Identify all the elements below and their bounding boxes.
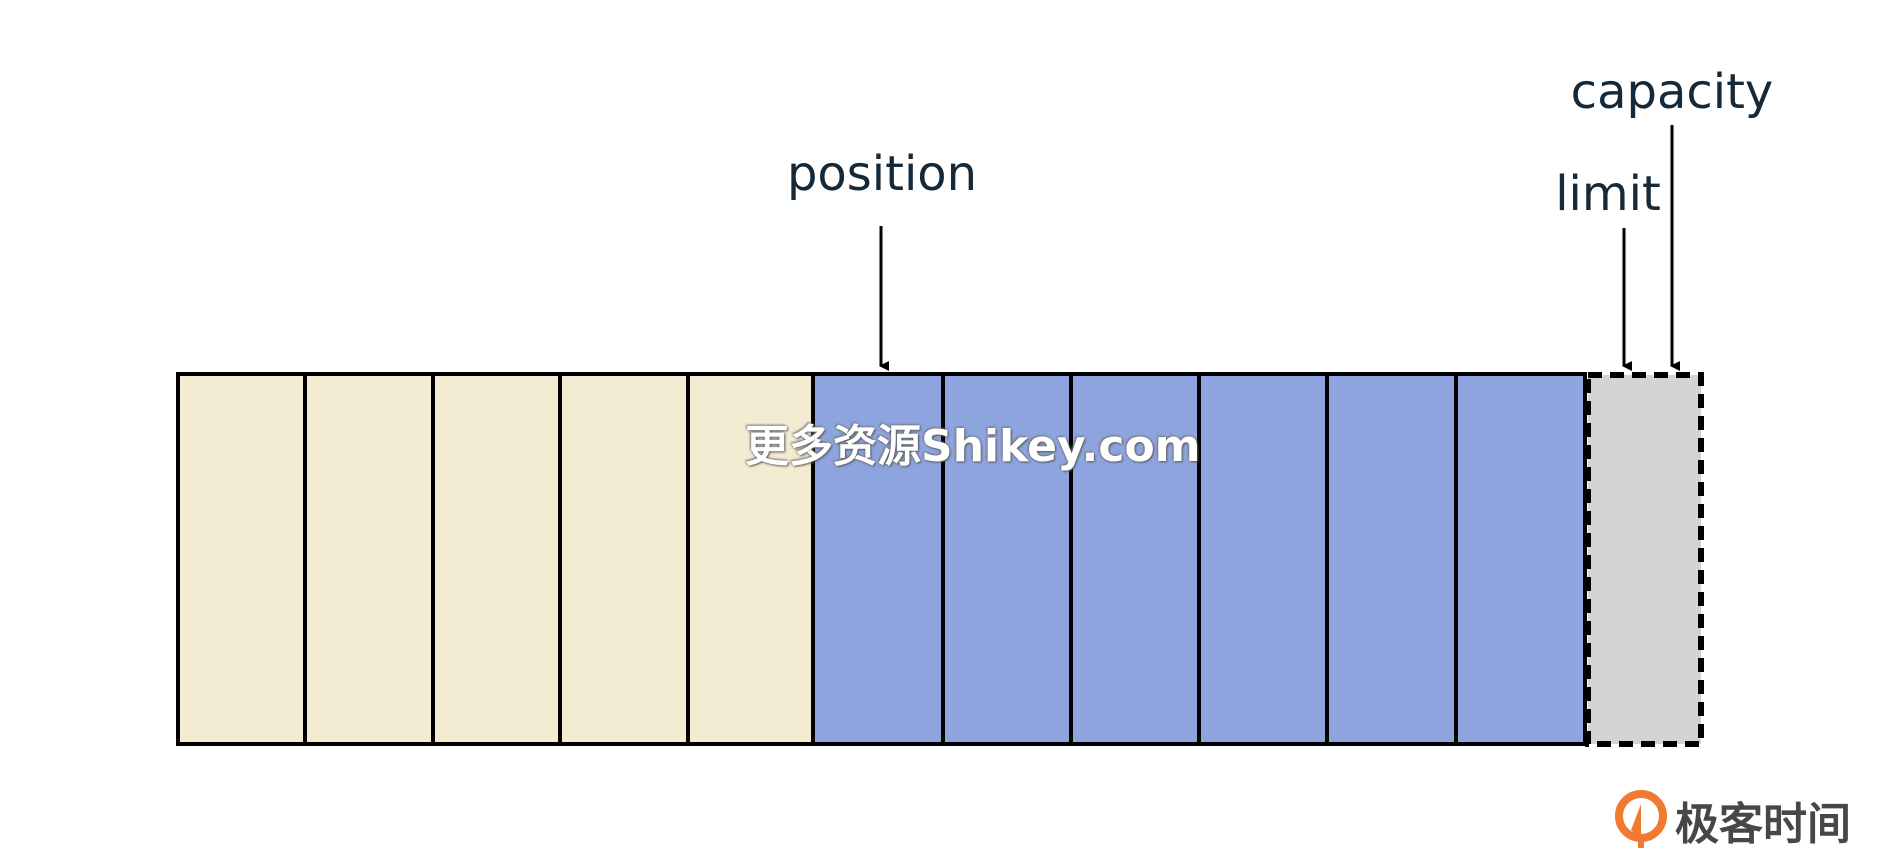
read-region xyxy=(176,372,815,746)
read-cell xyxy=(558,372,690,746)
spare-region xyxy=(1585,372,1704,747)
remaining-cell xyxy=(1069,372,1201,746)
spare-cell xyxy=(1585,372,1704,747)
position-label: position xyxy=(787,146,977,202)
geektime-logo-text: 极客时间 xyxy=(1675,799,1851,850)
read-cell xyxy=(686,372,815,746)
geektime-logo: 极客时间 xyxy=(1615,790,1851,850)
read-cell xyxy=(303,372,435,746)
remaining-region xyxy=(811,372,1587,746)
remaining-cell xyxy=(1197,372,1329,746)
limit-label: limit xyxy=(1555,166,1661,222)
geektime-logo-icon xyxy=(1615,790,1667,848)
read-cell xyxy=(431,372,562,746)
watermark-text: 更多资源Shikey.com xyxy=(745,421,1201,472)
capacity-label: capacity xyxy=(1571,64,1774,120)
remaining-cell xyxy=(811,372,945,746)
remaining-cell xyxy=(1325,372,1458,746)
remaining-cell xyxy=(1454,372,1587,746)
remaining-cell xyxy=(941,372,1073,746)
read-cell xyxy=(176,372,307,746)
